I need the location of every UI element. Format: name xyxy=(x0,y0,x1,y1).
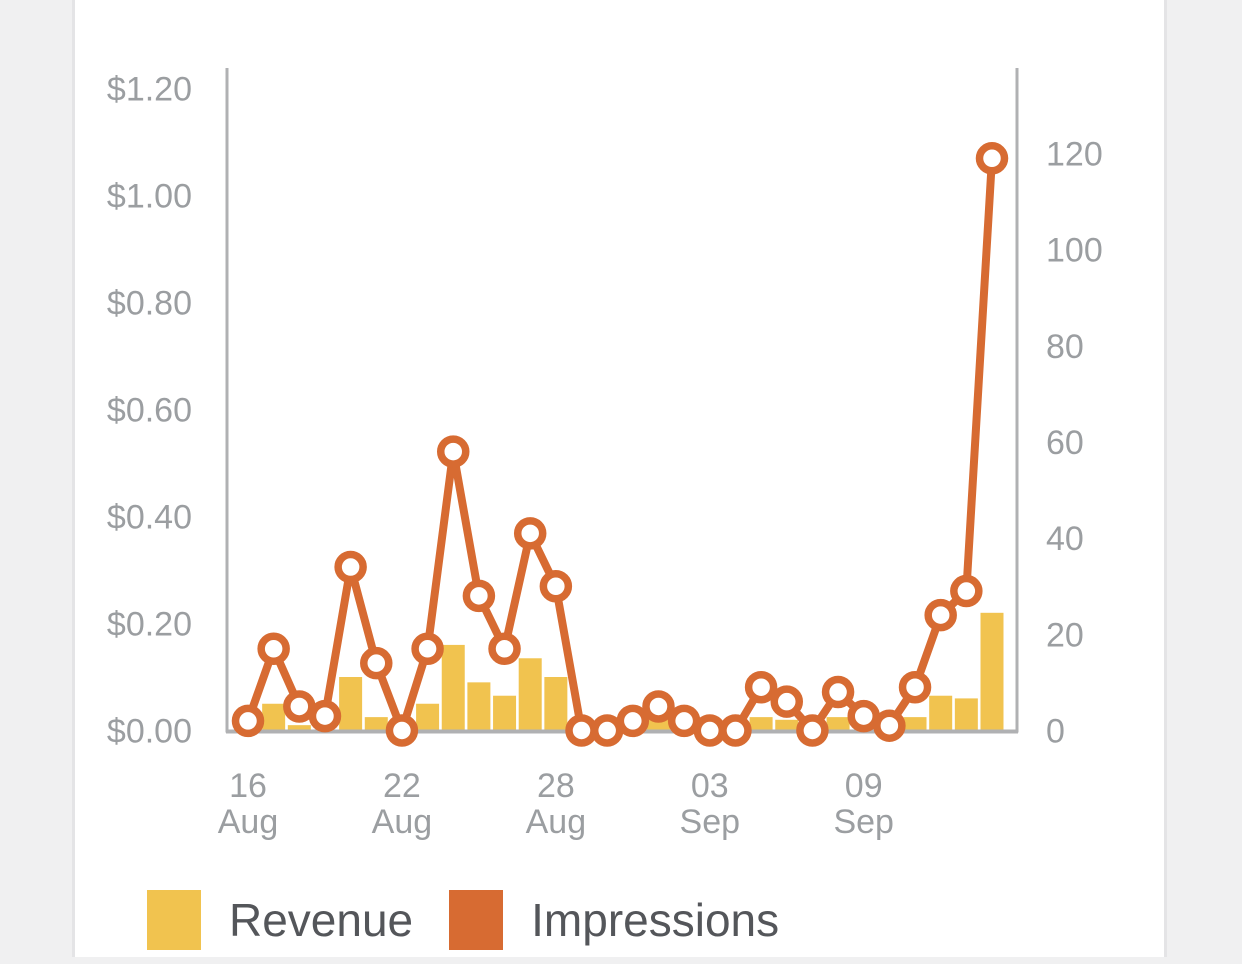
revenue-bar[interactable] xyxy=(287,725,311,733)
impressions-point[interactable] xyxy=(847,699,880,733)
x-axis-tick-month: Aug xyxy=(372,803,433,841)
legend-label-revenue: Revenue xyxy=(229,894,414,946)
impressions-point[interactable] xyxy=(873,709,906,742)
impressions-swatch-icon xyxy=(449,890,504,950)
impressions-point[interactable] xyxy=(539,570,573,603)
x-axis-tick-day: 28 xyxy=(537,767,575,805)
impressions-point[interactable] xyxy=(462,579,496,613)
right-axis-tick-label: 40 xyxy=(1046,520,1084,558)
left-axis-tick-label: $0.00 xyxy=(107,713,192,751)
x-axis-tick-month: Sep xyxy=(833,803,894,841)
revenue-bar[interactable] xyxy=(903,717,927,733)
x-axis-tick-month: Aug xyxy=(218,803,279,841)
left-axis-tick-label: $0.40 xyxy=(107,499,192,537)
revenue-bar[interactable] xyxy=(749,717,773,733)
revenue-bar[interactable] xyxy=(339,677,363,733)
right-axis-tick-label: 0 xyxy=(1046,713,1065,751)
left-axis-tick-label: $0.20 xyxy=(107,606,192,644)
revenue-bar[interactable] xyxy=(262,703,286,733)
impressions-line xyxy=(244,154,996,735)
revenue-bar[interactable] xyxy=(441,644,465,733)
right-axis-tick-label: 20 xyxy=(1046,616,1084,654)
revenue-bar[interactable] xyxy=(493,695,517,733)
x-axis-tick-day: 22 xyxy=(383,767,421,805)
x-axis-tick-day: 03 xyxy=(691,767,729,805)
impressions-point[interactable] xyxy=(308,699,342,733)
right-axis-tick-label: 100 xyxy=(1046,232,1103,270)
revenue-bar[interactable] xyxy=(775,719,799,733)
impressions-point[interactable] xyxy=(642,690,675,723)
impressions-point[interactable] xyxy=(667,704,701,738)
left-axis-tick-label: $0.60 xyxy=(107,392,192,430)
revenue-bar[interactable] xyxy=(646,719,670,733)
revenue-swatch-icon xyxy=(147,890,201,950)
left-axis-tick-label: $1.00 xyxy=(107,178,192,216)
revenue-bar[interactable] xyxy=(929,695,953,733)
impressions-point[interactable] xyxy=(513,517,547,550)
impressions-point[interactable] xyxy=(231,704,265,738)
x-axis-tick-month: Sep xyxy=(680,803,741,841)
revenue-bar[interactable] xyxy=(826,717,850,733)
chart-legend: Revenue Impressions xyxy=(147,890,779,950)
impressions-point[interactable] xyxy=(385,714,419,747)
impressions-point[interactable] xyxy=(360,646,393,680)
impressions-point[interactable] xyxy=(590,714,624,747)
legend-item-impressions[interactable]: Impressions xyxy=(449,890,779,950)
impressions-point[interactable] xyxy=(411,632,444,666)
legend-item-revenue[interactable]: Revenue xyxy=(147,890,413,950)
x-axis-tick-month: Aug xyxy=(526,803,587,841)
impressions-point[interactable] xyxy=(770,685,804,718)
left-axis-tick-label: $0.80 xyxy=(107,285,192,323)
impressions-point[interactable] xyxy=(693,714,727,747)
revenue-bar[interactable] xyxy=(954,698,978,733)
impressions-point[interactable] xyxy=(283,690,316,723)
revenue-bar[interactable] xyxy=(518,658,542,733)
impressions-point[interactable] xyxy=(488,632,521,666)
impressions-point[interactable] xyxy=(257,632,290,666)
impressions-point[interactable] xyxy=(975,142,1009,175)
x-axis-tick-day: 09 xyxy=(845,767,883,805)
revenue-bar[interactable] xyxy=(980,612,1004,733)
right-axis-tick-label: 80 xyxy=(1046,328,1084,366)
left-axis-tick-label: $1.20 xyxy=(107,71,192,109)
legend-label-impressions: Impressions xyxy=(531,894,780,946)
impressions-point[interactable] xyxy=(565,714,598,747)
revenue-bar[interactable] xyxy=(544,677,568,733)
revenue-bar[interactable] xyxy=(364,717,388,733)
impressions-point[interactable] xyxy=(744,670,778,704)
impressions-point[interactable] xyxy=(616,704,650,738)
right-axis-tick-label: 120 xyxy=(1046,136,1103,174)
revenue-bar[interactable] xyxy=(467,682,491,733)
impressions-point[interactable] xyxy=(796,714,829,747)
impressions-point[interactable] xyxy=(821,675,855,709)
x-axis-tick-day: 16 xyxy=(229,767,267,805)
revenue-bar[interactable] xyxy=(416,703,440,733)
impressions-point[interactable] xyxy=(436,435,470,468)
impressions-point[interactable] xyxy=(950,574,983,608)
right-axis-tick-label: 60 xyxy=(1046,424,1084,462)
impressions-point[interactable] xyxy=(924,598,957,632)
impressions-point[interactable] xyxy=(898,670,932,704)
impressions-point[interactable] xyxy=(334,550,367,584)
impressions-point[interactable] xyxy=(719,714,752,747)
